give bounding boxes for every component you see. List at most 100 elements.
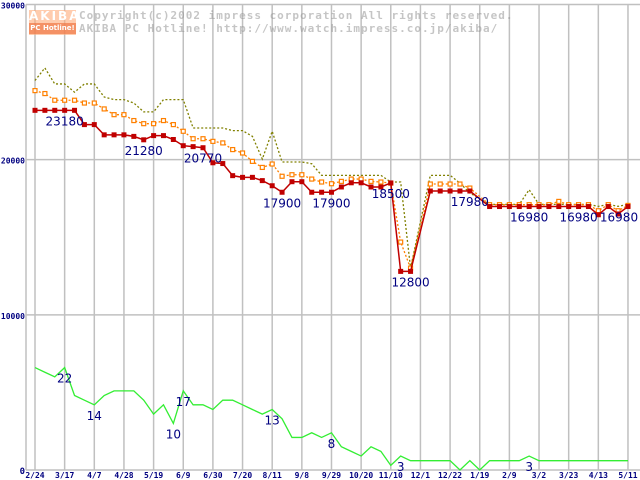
marker-min	[151, 133, 157, 139]
marker-min	[101, 132, 107, 138]
marker-min	[160, 133, 166, 139]
x-tick-label: 7/20	[233, 471, 252, 480]
logo-bottom: PC Hotline!	[29, 23, 76, 34]
data-label: 13	[265, 413, 280, 427]
marker-min	[338, 184, 344, 190]
marker-min	[62, 107, 68, 113]
marker-min	[358, 180, 364, 186]
marker-average	[42, 90, 48, 97]
marker-average	[309, 176, 315, 182]
marker-average	[62, 97, 68, 103]
y-tick-label: 10000	[1, 312, 25, 321]
marker-average	[52, 97, 58, 103]
x-tick-label: 4/7	[87, 471, 102, 480]
marker-min	[368, 184, 374, 190]
marker-min	[249, 174, 255, 180]
x-tick-label: 6/30	[203, 471, 222, 480]
marker-min	[378, 184, 384, 190]
copyright-watermark: Copyright(c)2002 impress corporation All…	[79, 9, 514, 22]
marker-min	[170, 136, 176, 142]
data-label: 12800	[391, 275, 429, 289]
marker-average	[378, 179, 384, 185]
data-label: 16980	[559, 211, 597, 225]
marker-min	[309, 189, 315, 195]
marker-min	[625, 204, 631, 210]
marker-min	[220, 161, 226, 167]
marker-average	[200, 136, 206, 142]
marker-min	[269, 183, 275, 189]
akiba-logo: AKIBA PC Hotline!	[29, 9, 81, 35]
marker-min	[457, 188, 463, 194]
marker-average	[210, 138, 216, 144]
y-tick-label: 30000	[1, 2, 25, 11]
marker-min	[427, 188, 433, 194]
marker-average	[269, 161, 275, 167]
marker-average	[141, 121, 147, 127]
x-tick-label: 4/28	[114, 471, 133, 480]
x-tick-label: 9/29	[322, 471, 341, 480]
marker-average	[71, 97, 78, 103]
x-tick-label: 3/2	[532, 471, 547, 480]
marker-min	[111, 132, 117, 138]
x-tick-label: 1/19	[470, 471, 489, 480]
marker-min	[487, 204, 493, 210]
marker-average	[427, 181, 433, 187]
marker-min	[585, 204, 591, 210]
marker-min	[131, 133, 137, 139]
series-line-max	[34, 66, 629, 269]
x-tick-label: 2/9	[502, 471, 517, 480]
marker-min	[200, 145, 206, 151]
marker-min	[180, 143, 186, 149]
marker-average	[220, 140, 226, 146]
marker-min	[526, 204, 532, 210]
x-tick-label: 12/1	[411, 471, 430, 480]
url-watermark: AKIBA PC Hotline! http://www.watch.impre…	[79, 22, 499, 35]
marker-min	[52, 107, 58, 113]
y-tick-label: 20000	[1, 157, 25, 166]
marker-average	[230, 146, 236, 153]
data-label: 21280	[125, 144, 163, 158]
marker-min	[536, 204, 542, 210]
x-tick-label: 11/10	[379, 471, 403, 480]
logo-top: AKIBA	[29, 9, 81, 23]
marker-min	[141, 137, 147, 143]
series-line-count	[34, 366, 628, 471]
x-tick-label: 8/11	[263, 471, 282, 480]
data-label: 17	[176, 395, 191, 409]
marker-min	[348, 180, 354, 186]
marker-average	[150, 121, 157, 127]
marker-min	[516, 204, 522, 210]
data-label: 20770	[184, 152, 222, 166]
marker-min	[91, 122, 97, 128]
marker-average	[239, 150, 246, 156]
x-tick-label: 6/9	[176, 471, 191, 480]
data-label: 17900	[312, 196, 350, 210]
data-label: 16980	[510, 211, 548, 225]
x-tick-label: 4/13	[589, 471, 608, 480]
marker-average	[131, 117, 137, 124]
marker-min	[605, 204, 611, 210]
marker-min	[437, 188, 443, 194]
data-label: 3	[525, 460, 533, 474]
x-tick-label: 12/22	[438, 471, 462, 480]
marker-min	[210, 160, 216, 166]
x-tick-label: 2/24	[25, 471, 44, 480]
marker-min	[556, 204, 562, 210]
x-tick-label: 10/20	[349, 471, 373, 480]
data-label: 18500	[372, 187, 410, 201]
marker-average	[249, 158, 256, 164]
marker-min	[230, 173, 236, 179]
marker-min	[279, 189, 285, 195]
marker-average	[447, 181, 453, 187]
data-label: 14	[87, 409, 102, 423]
marker-min	[615, 211, 621, 217]
x-tick-label: 9/8	[295, 471, 310, 480]
marker-average	[328, 181, 335, 187]
marker-min	[319, 189, 325, 195]
marker-min	[447, 188, 453, 194]
marker-min	[240, 174, 246, 180]
marker-average	[160, 117, 167, 124]
marker-average	[437, 181, 443, 187]
data-label: 3	[397, 460, 405, 474]
